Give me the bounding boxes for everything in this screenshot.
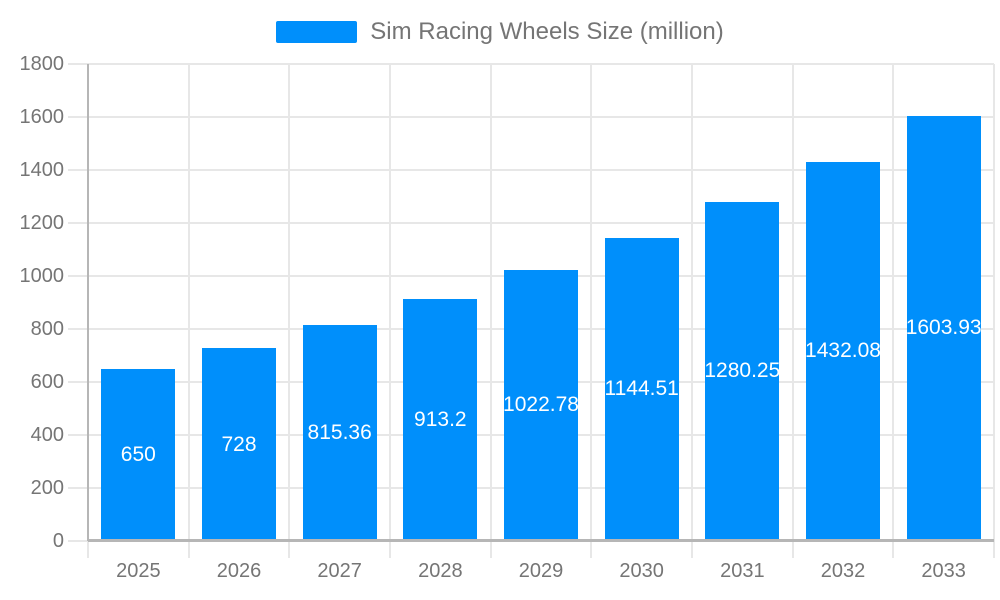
- bar-2033[interactable]: 1603.93: [906, 115, 981, 541]
- h-gridline-1800: [68, 63, 994, 65]
- v-gridline: [288, 64, 291, 558]
- bar-value-label-2025: 650: [120, 442, 156, 466]
- x-axis-tick-label-2029: 2029: [518, 560, 564, 582]
- y-axis-tick-label-1800: 1800: [19, 53, 65, 75]
- v-gridline: [691, 64, 693, 558]
- bar-2027[interactable]: 815.36: [302, 324, 377, 541]
- bar-2025[interactable]: 650: [101, 368, 176, 541]
- bar-2031[interactable]: 1280.25: [705, 201, 780, 541]
- y-axis-tick-label-800: 800: [30, 318, 64, 340]
- y-axis-tick-label-400: 400: [30, 424, 64, 446]
- x-axis-line: [88, 539, 994, 542]
- legend-series-label[interactable]: Sim Racing Wheels Size (million): [370, 18, 724, 45]
- x-axis-tick-label-2026: 2026: [216, 560, 262, 582]
- v-gridline: [892, 64, 895, 558]
- x-axis-tick-label-2030: 2030: [619, 560, 664, 582]
- bar-2029[interactable]: 1022.78: [504, 269, 578, 541]
- bar-value-label-2027: 815.36: [307, 420, 372, 444]
- plot-area: 650 728 815.36 913.2 1022.78 1144.51 1280.25 14…: [68, 63, 995, 558]
- x-axis-tick-label-2031: 2031: [720, 560, 765, 582]
- v-gridline: [489, 64, 492, 558]
- v-gridline: [791, 64, 794, 558]
- v-gridline: [993, 64, 995, 558]
- y-axis-tick-label-200: 200: [30, 477, 64, 499]
- x-axis-tick-label-2025: 2025: [116, 560, 161, 582]
- bar-value-label-2026: 728: [221, 432, 257, 456]
- bar-2030[interactable]: 1144.51: [604, 237, 679, 541]
- bar-value-label-2032: 1432.08: [806, 339, 880, 363]
- v-gridline: [590, 64, 593, 558]
- y-axis-tick-label-1200: 1200: [19, 212, 65, 234]
- y-axis-line: [87, 64, 89, 541]
- y-axis-tick-label-1600: 1600: [19, 106, 65, 128]
- y-axis-tick-label-1000: 1000: [19, 265, 65, 287]
- bar-value-label-2028: 913.2: [414, 408, 467, 431]
- bar-value-label-2029: 1022.78: [504, 393, 578, 417]
- h-gridline-1400: [68, 169, 994, 171]
- bar-2028[interactable]: 913.2: [403, 299, 478, 541]
- y-axis-tick-label-600: 600: [30, 371, 64, 393]
- legend-marker-icon[interactable]: [276, 21, 358, 43]
- bar-value-label-2033: 1603.93: [906, 316, 981, 340]
- h-gridline-1200: [68, 222, 994, 224]
- bar-value-label-2031: 1280.25: [705, 359, 780, 383]
- x-axis-tick-label-2028: 2028: [418, 560, 463, 582]
- v-gridline: [187, 64, 190, 558]
- x-axis-tick-label-2033: 2033: [921, 560, 966, 582]
- h-gridline-1600: [68, 116, 994, 118]
- y-axis-tick-label-1400: 1400: [19, 159, 65, 181]
- bar-2032[interactable]: 1432.08: [806, 161, 880, 541]
- y-axis-tick-label-0: 0: [52, 530, 64, 552]
- x-axis-tick-label-2027: 2027: [317, 560, 362, 582]
- x-axis-tick-label-2032: 2032: [820, 560, 866, 582]
- bar-value-label-2030: 1144.51: [604, 377, 679, 401]
- v-gridline: [389, 64, 391, 558]
- chart-legend: Sim Racing Wheels Size (million): [0, 17, 1000, 47]
- bar-2026[interactable]: 728: [202, 348, 276, 541]
